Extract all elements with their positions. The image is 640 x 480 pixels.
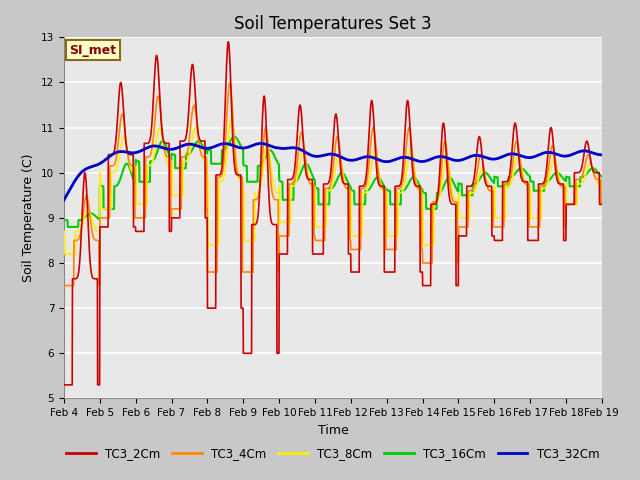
TC3_32Cm — [566, 153, 573, 158]
Line: TC3_2Cm: TC3_2Cm — [64, 42, 602, 385]
TC3_8Cm — [360, 190, 368, 196]
TC3_4Cm — [360, 185, 368, 191]
TC3_16Cm — [230, 134, 238, 140]
TC3_32Cm — [349, 157, 356, 163]
TC3_32Cm — [598, 152, 605, 157]
TC3_2Cm — [550, 155, 558, 161]
Line: TC3_8Cm: TC3_8Cm — [64, 119, 602, 254]
TC3_4Cm — [490, 188, 497, 193]
TC3_2Cm — [566, 202, 573, 207]
Line: TC3_4Cm: TC3_4Cm — [64, 83, 602, 286]
TC3_8Cm — [551, 157, 559, 163]
TC3_16Cm — [60, 216, 68, 222]
Title: Soil Temperatures Set 3: Soil Temperatures Set 3 — [234, 15, 432, 33]
TC3_16Cm — [349, 188, 356, 193]
TC3_2Cm — [598, 202, 605, 207]
Line: TC3_16Cm: TC3_16Cm — [64, 137, 602, 227]
TC3_2Cm — [360, 182, 368, 188]
TC3_8Cm — [566, 202, 573, 207]
TC3_4Cm — [550, 150, 558, 156]
Legend: TC3_2Cm, TC3_4Cm, TC3_8Cm, TC3_16Cm, TC3_32Cm: TC3_2Cm, TC3_4Cm, TC3_8Cm, TC3_16Cm, TC3… — [61, 442, 604, 465]
TC3_8Cm — [60, 228, 68, 234]
TC3_8Cm — [211, 242, 218, 248]
TC3_2Cm — [225, 39, 232, 45]
TC3_32Cm — [210, 144, 218, 150]
TC3_16Cm — [490, 180, 497, 185]
TC3_2Cm — [210, 305, 218, 311]
TC3_8Cm — [349, 233, 356, 239]
TC3_16Cm — [360, 202, 368, 207]
TC3_4Cm — [598, 202, 605, 207]
TC3_8Cm — [598, 181, 605, 187]
TC3_32Cm — [360, 154, 368, 160]
Line: TC3_32Cm: TC3_32Cm — [64, 144, 602, 200]
TC3_32Cm — [490, 156, 497, 162]
TC3_4Cm — [226, 80, 234, 85]
TC3_4Cm — [60, 283, 68, 288]
TC3_8Cm — [490, 190, 497, 196]
TC3_2Cm — [490, 233, 497, 239]
TC3_16Cm — [64, 224, 72, 230]
X-axis label: Time: Time — [317, 424, 348, 437]
TC3_16Cm — [211, 161, 218, 167]
TC3_4Cm — [349, 247, 356, 252]
TC3_8Cm — [61, 251, 68, 257]
TC3_8Cm — [228, 116, 236, 121]
TC3_16Cm — [566, 183, 573, 189]
TC3_2Cm — [349, 269, 356, 275]
Y-axis label: Soil Temperature (C): Soil Temperature (C) — [22, 154, 35, 282]
TC3_32Cm — [60, 197, 68, 203]
TC3_4Cm — [566, 202, 573, 207]
TC3_16Cm — [598, 174, 605, 180]
TC3_2Cm — [60, 382, 68, 388]
TC3_4Cm — [210, 269, 218, 275]
TC3_32Cm — [550, 151, 558, 156]
Text: SI_met: SI_met — [69, 44, 116, 57]
TC3_16Cm — [551, 171, 559, 177]
TC3_32Cm — [257, 141, 264, 146]
